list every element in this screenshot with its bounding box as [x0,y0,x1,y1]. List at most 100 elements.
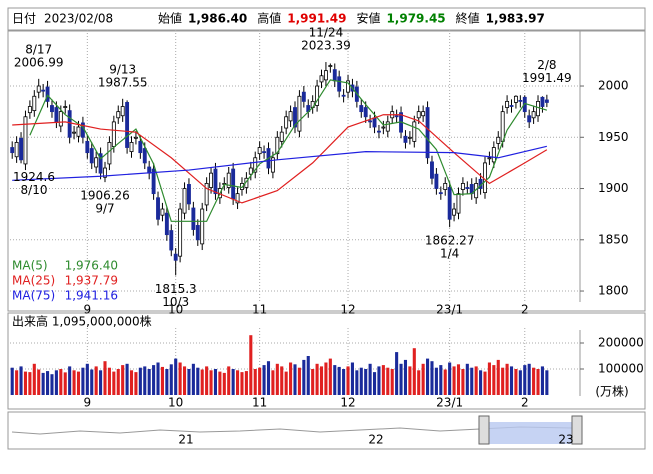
candle-body [14,141,19,158]
volume-bar [395,352,399,395]
y-tick-label: 1800 [598,284,629,298]
candle-body [452,208,457,216]
volume-bar [474,366,478,395]
volume-bar [174,358,178,395]
candle-body [456,193,461,214]
candle-body [293,107,297,128]
navigator-handle-left[interactable] [478,415,490,445]
volume-bar [527,363,531,395]
candle-body [275,136,280,155]
candle-body [341,94,346,97]
volume-bar [46,371,50,395]
candle-body [226,172,231,188]
candle-body [169,230,174,251]
candle-body [443,183,448,190]
candle-body [430,161,434,179]
candle-body [363,107,368,118]
candle-body [301,91,306,102]
candle-body [36,85,41,93]
candle-body [540,96,545,107]
volume-bar [249,335,253,395]
candle-body [19,137,23,161]
candle-body [544,99,549,103]
ma-line [12,114,548,204]
volume-bar [289,362,293,395]
candle-body [156,197,160,220]
candle-body [98,153,103,174]
candle-body [518,99,523,102]
volume-bar [112,371,116,395]
volume-bar [72,370,76,395]
candle-body [94,157,99,168]
volume-bar [487,362,491,395]
candle-body [231,168,236,200]
volume-bar [10,367,14,395]
candle-body [288,111,293,122]
navigator-range[interactable] [487,422,572,444]
x-tick-label: 2 [521,303,529,317]
x-tick-label: 9 [84,396,92,410]
candle-body [204,183,209,206]
volume-bar [182,366,187,395]
candle-body [67,110,72,138]
volume-bar [536,369,540,395]
volume-bar [54,370,58,395]
x-tick-label: 2 [521,396,529,410]
field-value: 1,983.97 [486,12,545,26]
volume-bar [439,365,443,395]
volume-bar [156,362,160,395]
candle-body [120,106,125,117]
candle-body [257,147,262,155]
volume-bar [518,370,522,395]
candle-body [133,136,138,139]
field-label: 終値 [456,11,480,26]
candle-body [337,76,342,92]
volume-bar [430,361,434,395]
volume-bar [129,370,134,395]
ma-line [29,79,548,222]
volume-bar [23,371,28,395]
volume-bar [359,367,363,395]
candle-body [125,102,130,148]
volume-bar [280,366,284,395]
y-tick-label: 1900 [598,181,629,195]
candle-body [209,172,213,188]
volume-bar [196,367,200,395]
x-tick-label: 10 [168,303,183,317]
candle-body [253,157,258,173]
x-tick-label: 23/1 [436,396,463,410]
volume-bar [337,366,341,395]
candle-body [332,69,337,82]
candle-body [173,253,178,261]
candle-body [213,168,218,195]
annotation-date: 8/10 [21,183,48,197]
candle-body [103,167,107,178]
volume-bar [41,372,45,395]
candle-body [107,141,112,165]
volume-bar [275,363,279,395]
volume-bar [306,356,310,395]
candle-body [27,106,32,114]
volume-bar [297,367,301,395]
annotation-value: 1815.3 [155,282,197,296]
candle-body [178,208,183,257]
volume-bar [19,366,23,395]
candle-body [187,184,191,205]
volume-bar [81,367,85,395]
candle-body [385,121,390,132]
field-label: 始値 [158,11,182,26]
candle-body [447,187,452,220]
volume-bar [333,365,337,395]
volume-bar [28,372,32,395]
navigator-handle-right[interactable] [571,415,583,445]
candle-body [164,212,169,236]
volume-bar [134,372,138,395]
volume-bar [121,365,125,395]
volume-bar [107,367,111,395]
volume-bar [258,367,262,395]
volume-bar [355,370,359,395]
annotation-value: 1924.6 [13,170,55,184]
candle-body [240,183,244,190]
candle-body [381,126,386,129]
